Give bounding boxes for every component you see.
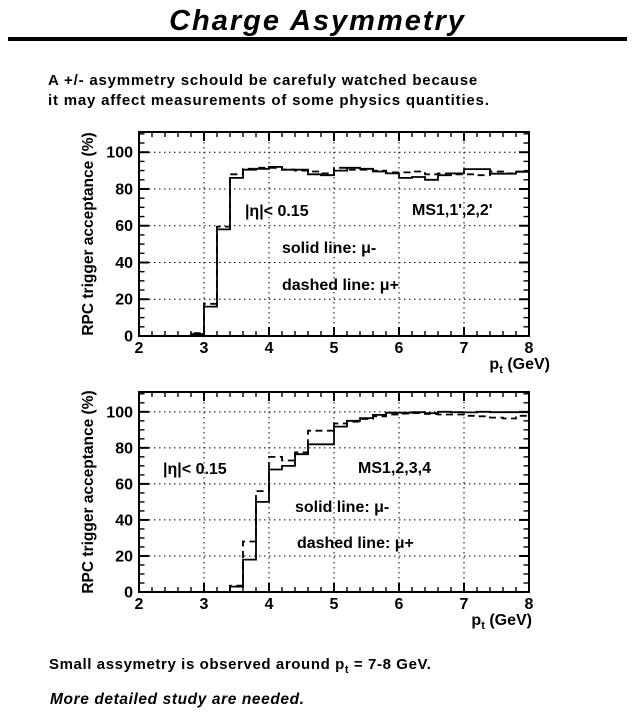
x-tick-label: 5: [330, 596, 339, 613]
x-axis-label: pt (GeV): [489, 356, 550, 376]
footer-observation-value: = 7-8 GeV.: [349, 656, 432, 673]
x-tick-label: 4: [265, 340, 274, 357]
y-tick-label: 80: [115, 181, 133, 198]
intro-text: A +/- asymmetry schould be carefuly watc…: [48, 71, 490, 110]
y-tick-label: 20: [115, 548, 133, 565]
footer-observation: Small assymetry is observed around pt = …: [49, 656, 432, 676]
mu-plus-series: [139, 166, 529, 337]
plot-annotation: MS1,2,3,4: [358, 460, 431, 477]
y-tick-label: 60: [115, 476, 133, 493]
y-tick-label: 40: [115, 255, 133, 272]
gridlines: [139, 392, 529, 592]
y-axis-label: RPC trigger acceptance (%): [80, 390, 97, 593]
title-underline: [8, 37, 627, 41]
y-tick-label: 20: [115, 292, 133, 309]
mu-plus-series: [139, 412, 529, 593]
plot-annotation: |η|< 0.15: [245, 203, 309, 220]
x-tick-label: 6: [395, 340, 404, 357]
mu-minus-series: [139, 166, 529, 337]
x-axis-label: pt (GeV): [471, 612, 532, 630]
plot-annotation: dashed line: μ+: [282, 277, 399, 294]
plot-annotation: solid line: μ-: [295, 499, 389, 516]
x-tick-label: 3: [200, 596, 209, 613]
y-axis-label: RPC trigger acceptance (%): [80, 132, 97, 335]
x-tick-label: 8: [525, 340, 534, 357]
x-tick-label: 5: [330, 340, 339, 357]
plot-annotation: MS1,1',2,2': [412, 202, 493, 219]
footer-observation-text: Small assymetry is observed around p: [49, 656, 345, 673]
x-tick-label: 7: [460, 596, 469, 613]
axis-ticks: [138, 392, 530, 593]
x-tick-label: 4: [265, 596, 274, 613]
pt-subscript: t: [344, 664, 350, 676]
gridlines: [139, 132, 529, 336]
y-tick-label: 100: [106, 145, 133, 162]
y-tick-label: 100: [106, 404, 133, 421]
x-tick-label: 2: [135, 596, 144, 613]
plot-annotation: solid line: μ-: [282, 240, 376, 257]
y-tick-label: 0: [124, 329, 133, 346]
y-tick-label: 40: [115, 512, 133, 529]
x-tick-label: 7: [460, 340, 469, 357]
y-tick-label: 80: [115, 440, 133, 457]
x-tick-label: 3: [200, 340, 209, 357]
x-tick-label: 6: [395, 596, 404, 613]
y-tick-label: 60: [115, 218, 133, 235]
page-title: Charge Asymmetry: [169, 5, 466, 37]
intro-line-1: A +/- asymmetry schould be carefuly watc…: [48, 72, 478, 89]
intro-line-2: it may affect measurements of some physi…: [48, 91, 490, 109]
x-tick-label: 8: [525, 596, 534, 613]
plot-annotation: |η|< 0.15: [163, 461, 227, 478]
y-tick-label: 0: [124, 585, 133, 602]
footer-conclusion: More detailed study are needed.: [50, 691, 305, 708]
axis-ticks: [138, 132, 530, 337]
plot-annotation: dashed line: μ+: [297, 535, 414, 552]
x-tick-label: 2: [135, 340, 144, 357]
